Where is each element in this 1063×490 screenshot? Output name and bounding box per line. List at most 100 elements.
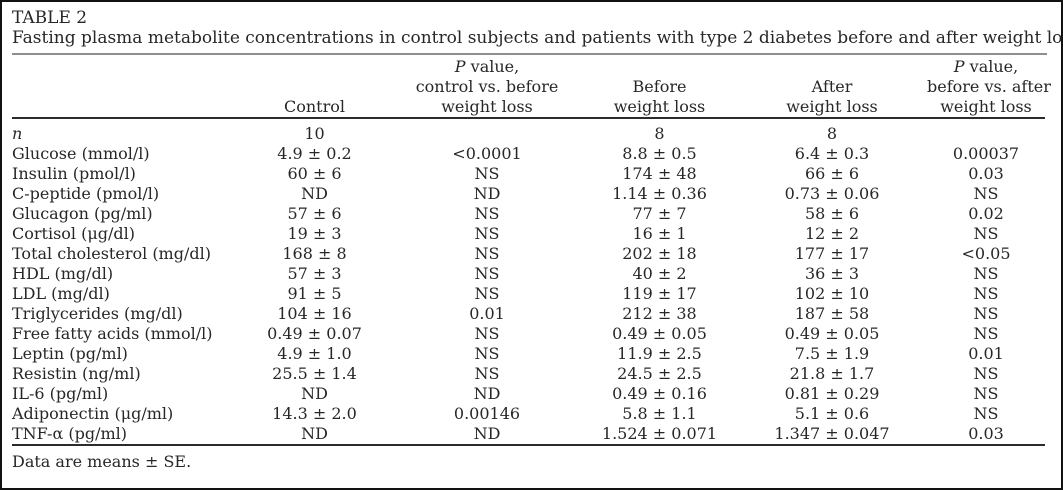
- cell-p-before-vs-after: NS: [973, 384, 999, 403]
- column-header-line: P value,: [953, 57, 1019, 76]
- cell-p-before-vs-after: NS: [973, 264, 999, 283]
- column-header-control: Control: [237, 57, 392, 119]
- cell-after-weight-loss: 5.1 ± 0.6: [794, 404, 870, 423]
- cell-control: 91 ± 5: [287, 284, 342, 303]
- cell-before-weight-loss: 1.14 ± 0.36: [612, 184, 707, 203]
- cell-after-weight-loss: 0.73 ± 0.06: [784, 184, 880, 203]
- cell-p-control-vs-before: 0.00146: [453, 404, 521, 423]
- cell-p-control-vs-before: NS: [474, 244, 500, 263]
- table-footer: Data are means ± SE.: [12, 444, 1045, 472]
- cell-p-control-vs-before: ND: [473, 384, 501, 403]
- row-label: TNF-α (pg/ml): [12, 424, 127, 443]
- cell-p-control-vs-before: NS: [474, 224, 500, 243]
- cell-p-before-vs-after: 0.00037: [952, 144, 1020, 163]
- cell-control: ND: [301, 384, 328, 403]
- cell-after-weight-loss: 66 ± 6: [804, 164, 860, 183]
- row-label: Glucose (mmol/l): [12, 144, 150, 163]
- cell-p-control-vs-before: <0.0001: [452, 144, 522, 163]
- column-header-line: weight loss: [441, 97, 533, 116]
- column-header-line: Before: [632, 77, 687, 96]
- cell-control: 60 ± 6: [287, 164, 342, 183]
- cell-p-control-vs-before: ND: [473, 424, 501, 443]
- cell-control: 57 ± 3: [287, 264, 342, 283]
- row-label: Leptin (pg/ml): [12, 344, 128, 363]
- row-label: Free fatty acids (mmol/l): [12, 324, 213, 343]
- cell-control: ND: [301, 424, 328, 443]
- table-label: TABLE 2: [12, 8, 88, 28]
- row-label: Glucagon (pg/ml): [12, 204, 153, 223]
- cell-after-weight-loss: 21.8 ± 1.7: [789, 364, 875, 383]
- cell-p-before-vs-after: NS: [973, 324, 999, 343]
- cell-control: 4.9 ± 0.2: [277, 144, 352, 163]
- cell-control: ND: [301, 184, 328, 203]
- cell-p-before-vs-after: NS: [973, 224, 999, 243]
- cell-p-control-vs-before: NS: [474, 344, 500, 363]
- cell-p-control-vs-before: NS: [474, 264, 500, 283]
- cell-p-before-vs-after: 0.02: [968, 204, 1004, 223]
- cell-p-before-vs-after: NS: [973, 364, 999, 383]
- cell-control: 57 ± 6: [287, 204, 342, 223]
- cell-control: 19 ± 3: [287, 224, 342, 243]
- column-header-line: After: [811, 77, 853, 96]
- cell-before-weight-loss: 174 ± 48: [622, 164, 697, 183]
- cell-before-weight-loss: 16 ± 1: [632, 224, 687, 243]
- cell-control: 168 ± 8: [282, 244, 347, 263]
- cell-after-weight-loss: 7.5 ± 1.9: [794, 344, 870, 363]
- header-row: Control P value, control vs. before weight …: [12, 57, 1051, 119]
- cell-p-control-vs-before: NS: [474, 164, 500, 183]
- cell-p-before-vs-after: <0.05: [961, 244, 1011, 263]
- row-label: Resistin (ng/ml): [12, 364, 141, 383]
- table-row: Cortisol (μg/dl) 19 ± 3 NS 16 ± 1 12 ± 2 NS: [12, 224, 1045, 244]
- cell-before-weight-loss: 202 ± 18: [622, 244, 697, 263]
- cell-after-weight-loss: 36 ± 3: [804, 264, 860, 283]
- row-label: LDL (mg/dl): [12, 284, 110, 303]
- column-header-line: Control: [283, 97, 345, 116]
- metabolite-table: Control P value, control vs. before weight …: [12, 57, 1051, 472]
- cell-p-before-vs-after: NS: [973, 304, 999, 323]
- column-header-after-weight-loss: After weight loss: [737, 57, 927, 119]
- cell-after-weight-loss: 102 ± 10: [794, 284, 870, 303]
- cell-p-control-vs-before: [392, 118, 582, 144]
- cell-p-before-vs-after: 0.03: [968, 424, 1004, 443]
- cell-before-weight-loss: 8: [654, 124, 665, 143]
- cell-p-before-vs-after: 0.01: [968, 344, 1004, 363]
- cell-p-control-vs-before: 0.01: [469, 304, 505, 323]
- cell-before-weight-loss: 0.49 ± 0.05: [612, 324, 707, 343]
- row-label: Total cholesterol (mg/dl): [12, 244, 211, 263]
- column-header-line: P value,: [454, 57, 520, 76]
- table-header: Control P value, control vs. before weight …: [12, 57, 1051, 119]
- cell-p-before-vs-after: NS: [973, 184, 999, 203]
- cell-before-weight-loss: 5.8 ± 1.1: [622, 404, 697, 423]
- table-row: Resistin (ng/ml) 25.5 ± 1.4 NS 24.5 ± 2.5 21…: [12, 364, 1045, 384]
- caption-rule: [12, 53, 1047, 55]
- row-label: Triglycerides (mg/dl): [12, 304, 183, 323]
- cell-before-weight-loss: 24.5 ± 2.5: [617, 364, 702, 383]
- cell-after-weight-loss: 12 ± 2: [804, 224, 860, 243]
- row-label: Cortisol (μg/dl): [12, 224, 135, 243]
- cell-before-weight-loss: 11.9 ± 2.5: [617, 344, 702, 363]
- cell-before-weight-loss: 212 ± 38: [622, 304, 697, 323]
- column-header-line: control vs. before: [415, 77, 559, 96]
- cell-p-control-vs-before: ND: [473, 184, 501, 203]
- cell-after-weight-loss: 0.81 ± 0.29: [784, 384, 880, 403]
- cell-control: 4.9 ± 1.0: [277, 344, 352, 363]
- cell-after-weight-loss: 6.4 ± 0.3: [794, 144, 870, 163]
- cell-after-weight-loss: 187 ± 58: [794, 304, 870, 323]
- column-header-line: before vs. after: [927, 77, 1051, 96]
- row-label: Insulin (pmol/l): [12, 164, 136, 183]
- cell-p-before-vs-after: NS: [973, 284, 999, 303]
- table-row: LDL (mg/dl) 91 ± 5 NS 119 ± 17 102 ± 10 NS: [12, 284, 1045, 304]
- table-row: Insulin (pmol/l) 60 ± 6 NS 174 ± 48 66 ± 6 0.…: [12, 164, 1045, 184]
- cell-before-weight-loss: 40 ± 2: [632, 264, 687, 283]
- column-header-line: weight loss: [613, 97, 706, 116]
- table-row: HDL (mg/dl) 57 ± 3 NS 40 ± 2 36 ± 3 NS: [12, 264, 1045, 284]
- cell-before-weight-loss: 8.8 ± 0.5: [622, 144, 697, 163]
- table-row: Free fatty acids (mmol/l) 0.49 ± 0.07 NS 0.…: [12, 324, 1045, 344]
- table-footnote: Data are means ± SE.: [12, 444, 1045, 472]
- row-label: HDL (mg/dl): [12, 264, 114, 283]
- cell-control: 10: [304, 124, 325, 143]
- table-row: Glucagon (pg/ml) 57 ± 6 NS 77 ± 7 58 ± 6 0.02: [12, 204, 1045, 224]
- cell-p-control-vs-before: NS: [474, 364, 500, 383]
- footnote-row: Data are means ± SE.: [12, 444, 1045, 472]
